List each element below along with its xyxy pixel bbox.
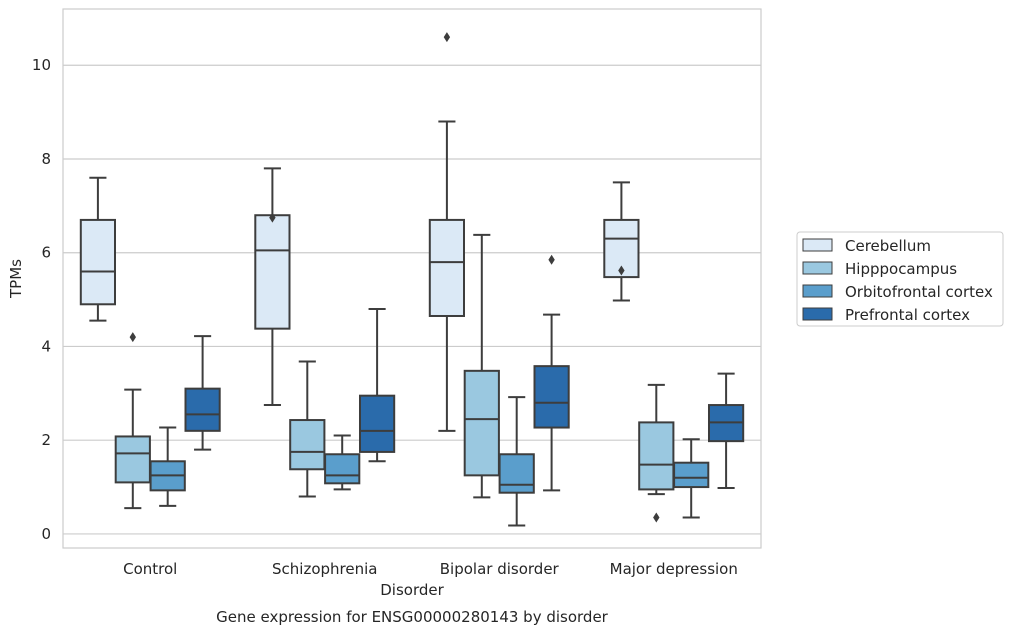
box — [114, 435, 151, 484]
legend: Cerebellum Hipppocampus Orbitofrontal cort… — [796, 231, 1004, 327]
box-group — [638, 383, 675, 523]
box — [254, 214, 291, 330]
plot-frame — [62, 8, 762, 549]
box-group — [498, 396, 535, 527]
x-tick-label: Major depression — [610, 560, 738, 578]
y-tick-label: 0 — [41, 525, 51, 543]
box — [79, 218, 117, 306]
y-tick-label: 10 — [32, 56, 51, 74]
y-tick-label: 8 — [41, 150, 51, 168]
box-group — [463, 233, 500, 499]
box — [638, 421, 675, 491]
box-group — [533, 254, 570, 492]
box-group — [603, 181, 640, 302]
box — [498, 453, 535, 494]
outlier-point — [443, 32, 451, 43]
legend-swatch — [802, 307, 833, 321]
box — [533, 365, 570, 429]
y-tick-labels: 0 2 4 6 8 10 — [32, 56, 51, 543]
box-group — [358, 307, 396, 463]
box — [428, 218, 466, 317]
legend-label: Hipppocampus — [845, 260, 957, 278]
legend-swatch — [802, 284, 833, 298]
outlier-point — [269, 212, 276, 223]
y-tick-label: 6 — [41, 244, 51, 262]
y-tick-label: 4 — [41, 337, 51, 355]
y-axis-label: TPMs — [7, 259, 25, 299]
legend-label: Orbitofrontal cortex — [845, 283, 993, 301]
box-group — [149, 426, 186, 507]
y-tick-label: 2 — [41, 431, 51, 449]
x-axis-label: Disorder — [380, 581, 444, 599]
grid-lines — [63, 64, 761, 535]
box — [463, 369, 500, 477]
box-group — [184, 335, 221, 451]
box-group — [707, 372, 745, 490]
boxes-layer — [79, 32, 745, 527]
box-group — [428, 32, 466, 432]
box-group — [114, 332, 151, 510]
box-group — [79, 176, 117, 322]
outlier-point — [548, 254, 555, 265]
box-group — [673, 438, 710, 519]
box-group — [254, 167, 291, 407]
x-tick-label: Bipolar disorder — [440, 560, 560, 578]
chart-title: Gene expression for ENSG00000280143 by d… — [216, 608, 609, 626]
box — [358, 394, 396, 453]
box — [673, 461, 710, 489]
outlier-point — [653, 512, 660, 523]
legend-swatch — [802, 261, 833, 275]
box-group — [324, 434, 361, 491]
legend-frame — [796, 231, 1004, 327]
legend-label: Prefrontal cortex — [845, 306, 970, 324]
legend-swatch — [802, 238, 833, 252]
box-group — [289, 360, 326, 498]
x-tick-label: Schizophrenia — [272, 560, 377, 578]
legend-label: Cerebellum — [845, 237, 931, 255]
box — [184, 387, 221, 432]
outlier-point — [129, 332, 136, 343]
box — [289, 419, 326, 471]
x-tick-label: Control — [123, 560, 177, 578]
box — [324, 453, 361, 485]
outlier-point — [618, 265, 625, 276]
x-tick-labels: Control Schizophrenia Bipolar disorder Majo… — [123, 560, 738, 578]
